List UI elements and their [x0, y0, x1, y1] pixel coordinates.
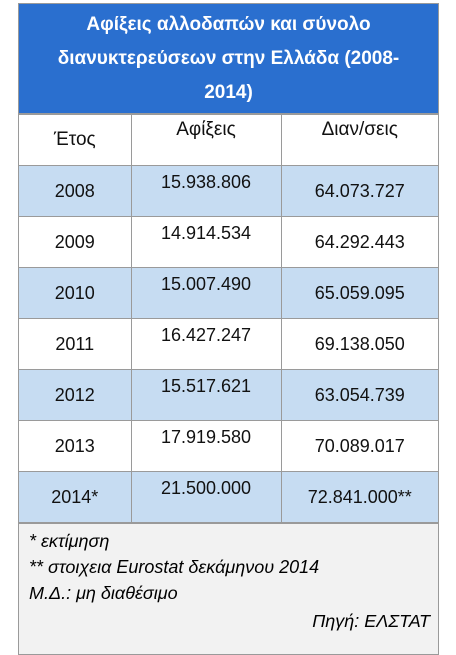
cell: 15.007.490: [130, 267, 282, 319]
cell: 72.841.000**: [280, 471, 438, 523]
cell: 2012: [19, 369, 132, 421]
note: * εκτίμηση: [29, 531, 110, 551]
data-row: 2010 15.007.490 65.059.095: [19, 267, 438, 319]
note-list: * εκτίμηση ** στοιχεια Eurostat δεκάμηνου…: [29, 528, 430, 606]
cell: 2008: [19, 165, 132, 217]
header-cell: Αφίξεις: [130, 114, 282, 166]
source: Πηγή: ΕΛΣΤΑΤ: [312, 611, 430, 631]
header-cell: Έτος: [19, 114, 132, 166]
data-row: 2014* 21.500.000 72.841.000**: [19, 471, 438, 523]
data-row: 2013 17.919.580 70.089.017: [19, 420, 438, 472]
cell: 69.138.050: [280, 318, 438, 370]
cell: 14.914.534: [130, 216, 282, 268]
cell: 2013: [19, 420, 132, 472]
cell: 70.089.017: [280, 420, 438, 472]
cell: 2009: [19, 216, 132, 268]
note: ** στοιχεια Eurostat δεκάμηνου 2014: [29, 557, 320, 577]
data-row: 2009 14.914.534 64.292.443: [19, 216, 438, 268]
header-row: Έτος Αφίξεις Διαν/σεις: [19, 114, 438, 166]
cell: 16.427.247: [130, 318, 282, 370]
cell: 2014*: [19, 471, 132, 523]
header-cell: Διαν/σεις: [280, 114, 438, 166]
table-title: Αφίξεις αλλοδαπών και σύνολο διανυκτερεύ…: [19, 4, 438, 114]
cell: 64.073.727: [280, 165, 438, 217]
cell: 2011: [19, 318, 132, 370]
note: Μ.Δ.: μη διαθέσιμο: [29, 583, 178, 603]
data-row: 2011 16.427.247 69.138.050: [19, 318, 438, 370]
cell: 17.919.580: [130, 420, 282, 472]
data-row: 2012 15.517.621 63.054.739: [19, 369, 438, 421]
page: Αφίξεις αλλοδαπών και σύνολο διανυκτερεύ…: [18, 3, 439, 655]
cell: 64.292.443: [280, 216, 438, 268]
table-card: Αφίξεις αλλοδαπών και σύνολο διανυκτερεύ…: [18, 3, 439, 655]
cell: 21.500.000: [130, 471, 282, 523]
data-row: 2008 15.938.806 64.073.727: [19, 165, 438, 217]
cell: 63.054.739: [280, 369, 438, 421]
cell: 15.517.621: [130, 369, 282, 421]
data-table: Έτος Αφίξεις Διαν/σεις 2008 15.938.806 64.073…: [19, 114, 438, 523]
cell: 15.938.806: [130, 165, 282, 217]
notes: * εκτίμηση ** στοιχεια Eurostat δεκάμηνου…: [19, 523, 438, 654]
cell: 65.059.095: [280, 267, 438, 319]
cell: 2010: [19, 267, 132, 319]
